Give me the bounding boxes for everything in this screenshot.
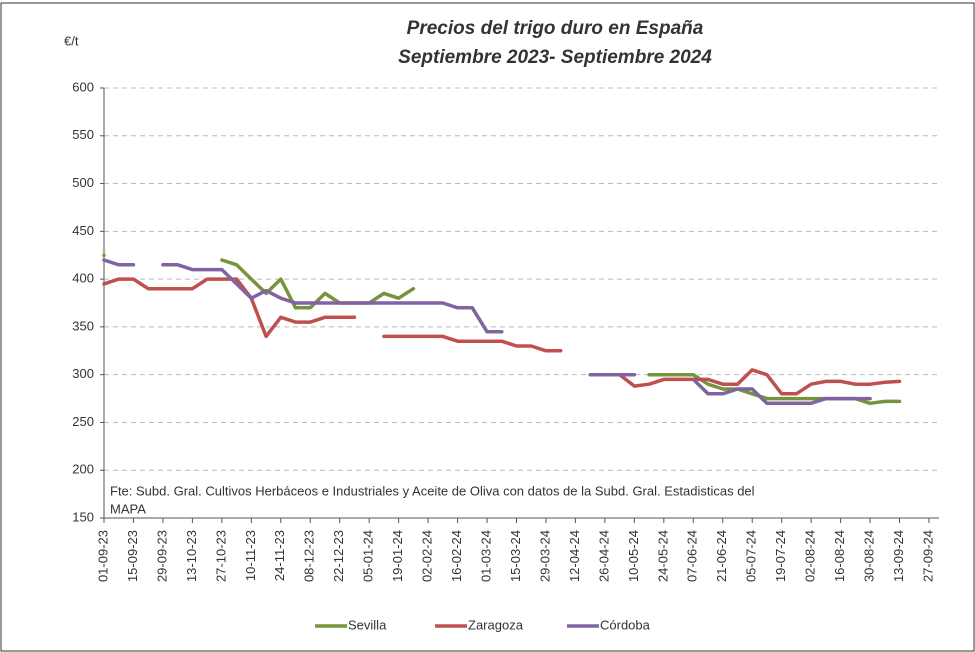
x-tick-label: 26-04-24 <box>596 530 611 582</box>
legend-label: Córdoba <box>600 617 651 632</box>
y-tick-label: 150 <box>72 509 94 524</box>
x-tick-label: 19-01-24 <box>390 530 405 582</box>
legend-label: Sevilla <box>348 617 387 632</box>
y-tick-label: 350 <box>72 318 94 333</box>
x-tick-label: 08-12-23 <box>302 530 317 582</box>
x-tick-label: 05-07-24 <box>744 530 759 582</box>
x-tick-label: 29-03-24 <box>537 530 552 582</box>
x-tick-label: 29-09-23 <box>154 530 169 582</box>
y-tick-label: 300 <box>72 366 94 381</box>
y-tick-label: 600 <box>72 79 94 94</box>
x-tick-label: 15-09-23 <box>125 530 140 582</box>
source-note: Fte: Subd. Gral. Cultivos Herbáceos e In… <box>110 483 755 498</box>
x-tick-label: 22-12-23 <box>331 530 346 582</box>
x-tick-label: 27-10-23 <box>213 530 228 582</box>
y-tick-label: 500 <box>72 175 94 190</box>
chart-subtitle: Septiembre 2023- Septiembre 2024 <box>398 47 712 68</box>
y-tick-label: 200 <box>72 462 94 477</box>
x-tick-label: 01-09-23 <box>95 530 110 582</box>
x-tick-label: 05-01-24 <box>361 530 376 582</box>
x-tick-label: 02-08-24 <box>803 530 818 582</box>
x-tick-label: 07-06-24 <box>685 530 700 582</box>
x-tick-label: 01-03-24 <box>478 530 493 582</box>
x-tick-label: 27-09-24 <box>920 530 935 582</box>
series-line <box>102 258 872 406</box>
x-tick-label: 10-11-23 <box>243 530 258 581</box>
y-axis-label: €/t <box>64 33 79 48</box>
legend-label: Zaragoza <box>468 617 524 632</box>
x-tick-label: 16-08-24 <box>832 530 847 582</box>
x-tick-label: 13-10-23 <box>184 530 199 582</box>
y-tick-label: 450 <box>72 223 94 238</box>
x-tick-label: 02-02-24 <box>420 530 435 582</box>
x-tick-label: 24-05-24 <box>655 530 670 582</box>
x-tick-label: 16-02-24 <box>449 530 464 582</box>
x-tick-label: 15-03-24 <box>508 530 523 582</box>
x-tick-label: 21-06-24 <box>714 530 729 582</box>
y-tick-label: 250 <box>72 414 94 429</box>
y-tick-label: 550 <box>72 127 94 142</box>
x-tick-label: 13-09-24 <box>891 530 906 582</box>
source-note: MAPA <box>110 501 146 516</box>
series-line <box>102 277 902 396</box>
x-tick-label: 10-05-24 <box>626 530 641 582</box>
y-tick-label: 400 <box>72 271 94 286</box>
x-tick-label: 24-11-23 <box>272 530 287 581</box>
x-tick-label: 30-08-24 <box>862 530 877 582</box>
chart-title: Precios del trigo duro en España <box>407 18 704 39</box>
x-tick-label: 12-04-24 <box>567 530 582 582</box>
x-tick-label: 19-07-24 <box>773 530 788 582</box>
